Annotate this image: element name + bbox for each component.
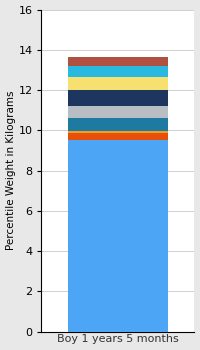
Bar xyxy=(68,106,168,118)
Y-axis label: Percentile Weight in Kilograms: Percentile Weight in Kilograms xyxy=(6,91,16,250)
Bar xyxy=(68,77,168,90)
Bar xyxy=(68,90,168,106)
Bar xyxy=(68,131,168,133)
Bar xyxy=(68,140,168,332)
Bar xyxy=(68,66,168,77)
Bar xyxy=(68,133,168,140)
Bar xyxy=(68,118,168,131)
Bar xyxy=(68,57,168,66)
